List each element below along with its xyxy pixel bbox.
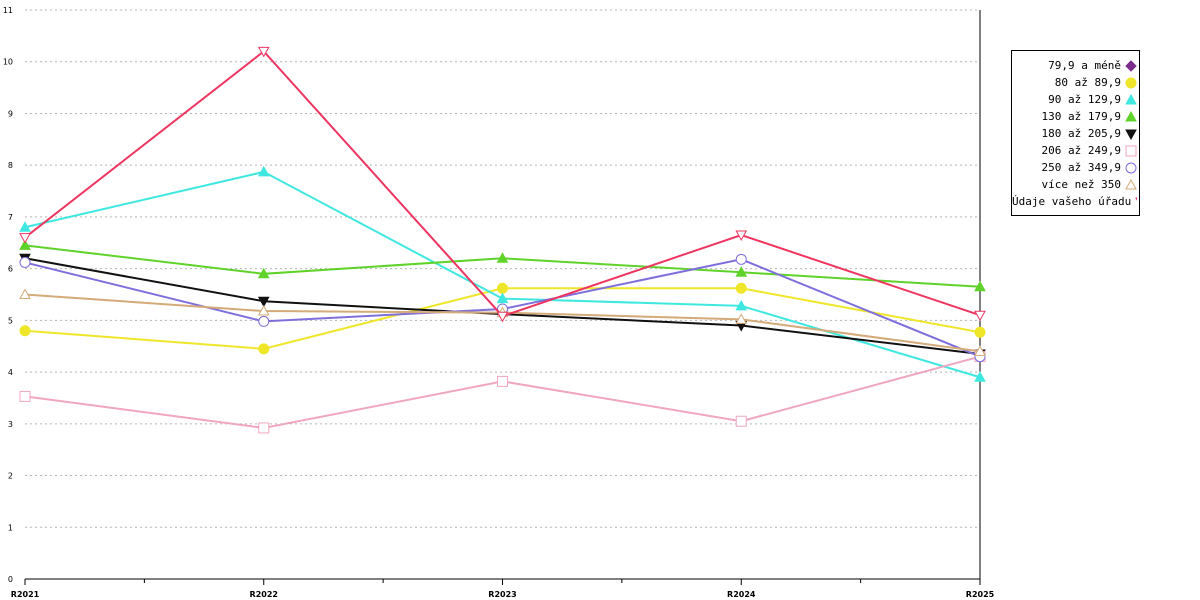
legend-marker-icon (1125, 178, 1137, 189)
data-point (257, 267, 270, 279)
legend-item: 90 až 129,9 (1012, 91, 1137, 108)
legend-marker-icon (1125, 162, 1137, 173)
y-tick-label: 1 (8, 523, 13, 532)
data-point (257, 296, 270, 308)
data-point (257, 305, 270, 316)
data-point (19, 390, 31, 402)
legend-item: 79,9 a méně (1012, 57, 1137, 74)
data-point (258, 343, 270, 355)
x-tick-label: R2022 (250, 590, 278, 599)
y-tick-label: 11 (3, 6, 13, 15)
data-point (258, 315, 270, 327)
legend-label: 180 až 205,9 (1041, 127, 1121, 140)
data-point (735, 282, 747, 294)
data-point (19, 325, 31, 337)
legend-label: více než 350 (1041, 178, 1121, 191)
legend-label: Údaje vašeho úřadu (1012, 195, 1132, 208)
legend-label: 80 až 89,9 (1054, 76, 1121, 89)
data-point (496, 292, 509, 304)
data-point (974, 280, 986, 292)
data-point (974, 326, 986, 338)
y-tick-label: 8 (8, 161, 13, 170)
y-tick-label: 7 (8, 213, 13, 222)
legend-item: 180 až 205,9 (1012, 125, 1137, 142)
x-tick-label: R2021 (11, 590, 40, 599)
data-point (735, 313, 748, 324)
x-tick-label: R2025 (966, 590, 995, 599)
y-tick-label: 10 (3, 58, 13, 67)
series-3 (19, 239, 986, 292)
data-point (19, 233, 31, 244)
y-tick-label: 6 (8, 265, 13, 274)
legend-label: 206 až 249,9 (1041, 144, 1121, 157)
legend-label: 130 až 179,9 (1041, 110, 1121, 123)
y-tick-label: 2 (8, 472, 13, 481)
legend-marker-icon (1125, 93, 1137, 104)
legend-item: více než 350 (1012, 176, 1137, 193)
legend-marker-icon (1125, 77, 1137, 88)
y-tick-label: 3 (8, 420, 13, 429)
legend-marker-icon (1125, 59, 1137, 72)
x-tick-label: R2023 (488, 590, 516, 599)
legend-marker-icon (1125, 129, 1137, 140)
data-point (974, 371, 986, 382)
data-point (257, 165, 270, 177)
legend-item: 206 až 249,9 (1012, 142, 1137, 159)
data-point (19, 288, 31, 299)
data-point (19, 239, 31, 250)
data-point (496, 252, 509, 263)
data-point (735, 266, 748, 277)
legend-marker-icon (1125, 110, 1137, 121)
data-point (19, 256, 31, 268)
legend-marker-icon (1135, 197, 1137, 200)
data-point (735, 415, 747, 427)
series-2 (19, 165, 986, 382)
data-point (735, 299, 748, 311)
y-tick-label: 5 (8, 316, 13, 325)
legend-marker-icon (1125, 145, 1137, 156)
data-point (258, 422, 270, 434)
legend-label: 90 až 129,9 (1048, 93, 1121, 106)
series-line (24, 50, 981, 318)
series-1 (19, 282, 986, 355)
x-tick-label: R2024 (727, 590, 756, 599)
series-line (24, 170, 981, 379)
y-tick-label: 4 (8, 368, 13, 377)
data-point (497, 282, 508, 294)
data-point (257, 46, 270, 58)
series-group (19, 46, 986, 434)
grid-lines (25, 9, 980, 528)
legend-item: 130 až 179,9 (1012, 108, 1137, 125)
series-5 (19, 351, 986, 434)
data-point (974, 345, 986, 356)
y-tick-label: 9 (8, 109, 13, 118)
y-tick-label: 0 (8, 575, 13, 584)
data-point (496, 311, 509, 323)
axes: 0 1 2 3 4 5 6 7 8 9 10 11 R2021 R2022 R2023 R2024 R2025 (3, 6, 995, 599)
series-8 (19, 46, 986, 323)
data-point (497, 375, 508, 387)
legend: 79,9 a méně 80 až 89,9 90 až 129,9 130 až 1… (1011, 50, 1140, 216)
legend-label: 79,9 a méně (1048, 59, 1121, 72)
data-point (974, 310, 986, 322)
data-point (735, 230, 748, 242)
legend-item: Údaje vašeho úřadu (1012, 193, 1137, 210)
legend-item: 250 až 349,9 (1012, 159, 1137, 176)
legend-label: 250 až 349,9 (1041, 161, 1121, 174)
data-point (19, 221, 31, 232)
data-point (735, 253, 747, 265)
legend-item: 80 až 89,9 (1012, 74, 1137, 91)
series-line (24, 355, 981, 429)
